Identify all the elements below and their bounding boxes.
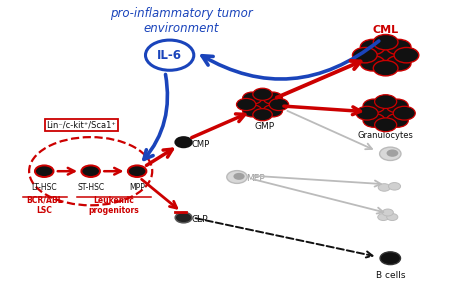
Circle shape: [380, 147, 401, 160]
Text: LT-HSC: LT-HSC: [31, 184, 57, 192]
Text: pro-inflammatory tumor
environment: pro-inflammatory tumor environment: [110, 7, 253, 35]
Circle shape: [227, 170, 247, 184]
Circle shape: [253, 88, 272, 100]
Circle shape: [389, 183, 401, 190]
Circle shape: [386, 56, 411, 71]
Text: ST-HSC: ST-HSC: [77, 184, 104, 192]
Circle shape: [146, 40, 194, 70]
Circle shape: [353, 47, 377, 63]
Circle shape: [82, 165, 100, 177]
Circle shape: [243, 92, 262, 104]
Circle shape: [374, 34, 398, 50]
Circle shape: [175, 137, 192, 147]
Circle shape: [263, 105, 283, 117]
Circle shape: [394, 47, 419, 63]
Text: BCR/ABL
LSC: BCR/ABL LSC: [26, 196, 63, 215]
Circle shape: [175, 213, 192, 223]
Circle shape: [233, 173, 245, 180]
Circle shape: [360, 56, 385, 71]
Circle shape: [35, 165, 54, 177]
Text: MPP: MPP: [129, 184, 145, 192]
Text: GMP: GMP: [255, 122, 275, 131]
Circle shape: [363, 99, 385, 113]
Circle shape: [128, 165, 146, 177]
Circle shape: [386, 99, 408, 113]
Text: Lin⁻/c-kit⁺/Sca1⁺: Lin⁻/c-kit⁺/Sca1⁺: [46, 120, 116, 129]
Circle shape: [378, 184, 390, 191]
Circle shape: [253, 109, 272, 121]
Circle shape: [237, 99, 256, 110]
Circle shape: [386, 114, 408, 127]
Circle shape: [387, 149, 398, 157]
Circle shape: [393, 106, 415, 120]
Circle shape: [374, 106, 397, 120]
Circle shape: [386, 39, 411, 55]
Text: CML: CML: [373, 25, 399, 36]
Circle shape: [387, 213, 398, 221]
Circle shape: [356, 106, 378, 120]
Circle shape: [269, 99, 289, 110]
Circle shape: [380, 252, 401, 265]
Circle shape: [243, 105, 262, 117]
Circle shape: [374, 118, 397, 132]
Circle shape: [378, 213, 389, 221]
Circle shape: [363, 114, 385, 127]
Circle shape: [253, 99, 272, 110]
Circle shape: [382, 209, 393, 216]
Text: CMP: CMP: [192, 140, 210, 149]
Circle shape: [374, 95, 397, 108]
Text: Leukemic
progenitors: Leukemic progenitors: [89, 196, 139, 215]
Text: IL-6: IL-6: [157, 49, 182, 62]
Text: MEP: MEP: [246, 174, 265, 183]
Circle shape: [374, 60, 398, 76]
Text: B cells: B cells: [375, 271, 405, 280]
Circle shape: [374, 47, 398, 63]
Text: CLP: CLP: [192, 215, 209, 224]
Circle shape: [263, 92, 283, 104]
Text: Granulocytes: Granulocytes: [358, 131, 414, 141]
Circle shape: [360, 39, 385, 55]
